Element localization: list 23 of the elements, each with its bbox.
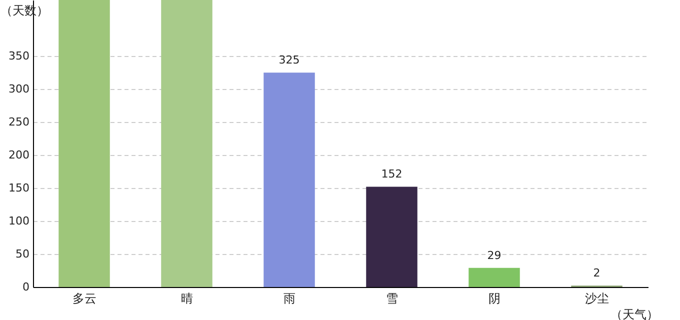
data-label: 2: [593, 266, 600, 280]
x-tick-label: 沙尘: [584, 292, 609, 306]
y-tick-label: 350: [8, 50, 30, 63]
data-label: 325: [278, 54, 300, 67]
data-label: 29: [487, 248, 502, 262]
x-tick-label: 雨: [283, 292, 296, 306]
x-tick-label: 雪: [386, 292, 398, 306]
y-tick-label: 100: [8, 214, 30, 228]
x-tick-label: 多云: [72, 292, 96, 306]
y-tick-label: 250: [8, 116, 30, 129]
bar: [366, 186, 418, 287]
y-tick-label: 0: [22, 280, 30, 294]
x-tick-label: 晴: [180, 292, 193, 306]
y-tick-label: 200: [8, 148, 30, 162]
bar: [264, 72, 315, 287]
bar: [468, 268, 520, 287]
bar: [58, 0, 110, 287]
y-tick-label: 150: [8, 182, 30, 195]
y-tick-label: 300: [8, 82, 30, 96]
x-tick-label: 阴: [488, 292, 500, 306]
data-label: 152: [381, 168, 402, 181]
bar: [161, 0, 212, 287]
y-tick-label: 50: [16, 248, 30, 261]
